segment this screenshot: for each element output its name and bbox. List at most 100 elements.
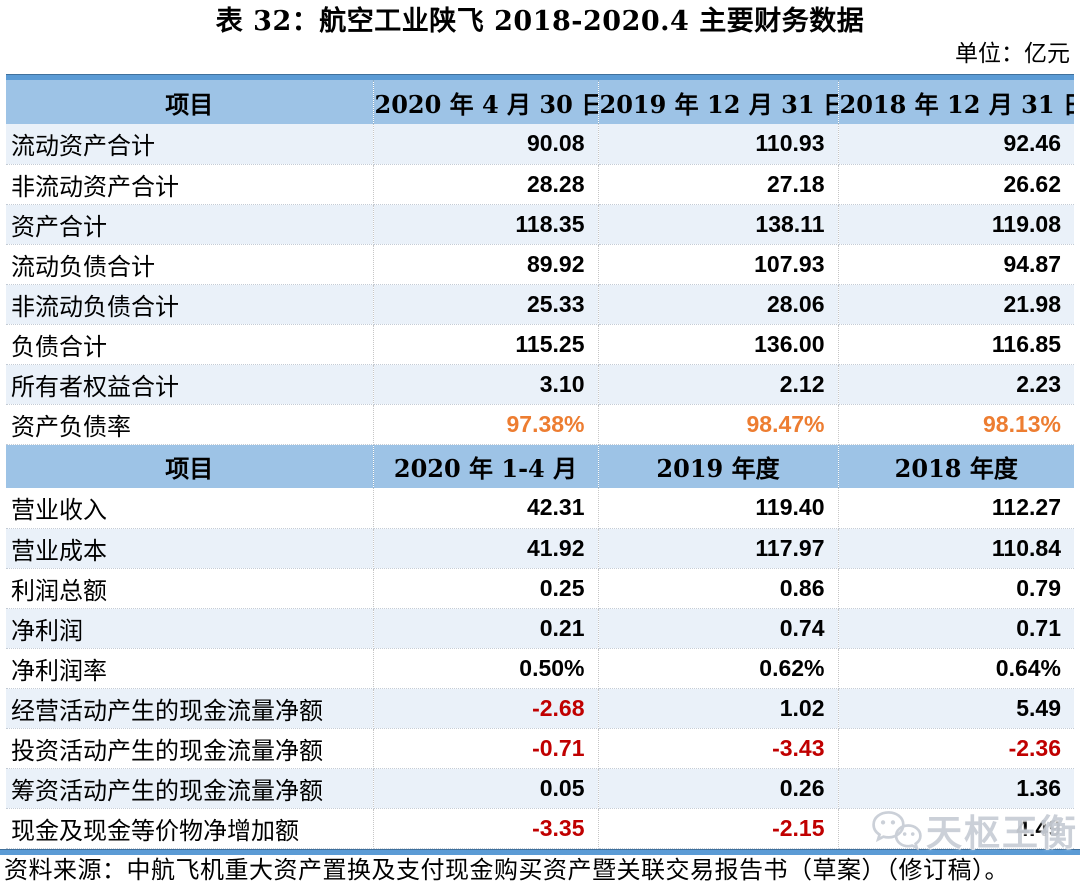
header-cell-period: 2019 年 12 月 31 日 [598, 80, 839, 124]
value-cell: 4.49 [838, 808, 1074, 849]
table-row: 流动资产合计 90.08 110.93 92.46 [6, 124, 1074, 165]
value-cell: 110.93 [598, 124, 839, 165]
value-cell: 0.74 [598, 608, 839, 649]
value-cell: 42.31 [373, 488, 599, 529]
value-cell: 98.13% [838, 404, 1074, 445]
value-cell: 0.50% [373, 648, 599, 689]
value-cell: -2.15 [598, 808, 839, 849]
value-cell: 90.08 [373, 124, 599, 165]
row-label: 净利润 [6, 608, 374, 649]
table-row: 投资活动产生的现金流量净额 -0.71 -3.43 -2.36 [6, 728, 1074, 769]
row-label: 经营活动产生的现金流量净额 [6, 688, 374, 729]
table-row: 非流动资产合计 28.28 27.18 26.62 [6, 164, 1074, 205]
value-cell: 107.93 [598, 244, 839, 285]
financial-table: 项目 2020 年 4 月 30 日 2019 年 12 月 31 日 2018 年 … [6, 80, 1074, 849]
table-row: 利润总额 0.25 0.86 0.79 [6, 568, 1074, 609]
value-cell: 0.86 [598, 568, 839, 609]
value-cell: 0.71 [838, 608, 1074, 649]
table-row: 净利润率 0.50% 0.62% 0.64% [6, 648, 1074, 689]
header-cell-period: 2018 年度 [838, 444, 1074, 488]
value-cell: 0.21 [373, 608, 599, 649]
source-note: 资料来源：中航飞机重大资产置换及支付现金购买资产暨关联交易报告书（草案）（修订稿… [4, 855, 1009, 884]
row-label: 资产合计 [6, 204, 374, 245]
row-label: 负债合计 [6, 324, 374, 365]
value-cell: 28.28 [373, 164, 599, 205]
value-cell: 119.08 [838, 204, 1074, 245]
value-cell: 136.00 [598, 324, 839, 365]
value-cell: -2.36 [838, 728, 1074, 769]
row-label: 所有者权益合计 [6, 364, 374, 405]
row-label: 营业成本 [6, 528, 374, 569]
value-cell: 1.02 [598, 688, 839, 729]
table-bottom-rule [0, 848, 1080, 855]
value-cell: 118.35 [373, 204, 599, 245]
value-cell: 119.40 [598, 488, 839, 529]
value-cell: 2.23 [838, 364, 1074, 405]
value-cell: 0.64% [838, 648, 1074, 689]
table-row: 营业成本 41.92 117.97 110.84 [6, 528, 1074, 569]
value-cell: 41.92 [373, 528, 599, 569]
row-label: 流动资产合计 [6, 124, 374, 165]
value-cell: 116.85 [838, 324, 1074, 365]
value-cell: -0.71 [373, 728, 599, 769]
table-row: 负债合计 115.25 136.00 116.85 [6, 324, 1074, 365]
value-cell: 28.06 [598, 284, 839, 325]
header-cell-period: 2020 年 1-4 月 [373, 444, 599, 488]
row-label: 流动负债合计 [6, 244, 374, 285]
value-cell: 0.05 [373, 768, 599, 809]
table-row: 所有者权益合计 3.10 2.12 2.23 [6, 364, 1074, 405]
table-row: 非流动负债合计 25.33 28.06 21.98 [6, 284, 1074, 325]
value-cell: 1.36 [838, 768, 1074, 809]
value-cell: 0.62% [598, 648, 839, 689]
value-cell: 138.11 [598, 204, 839, 245]
table-row: 经营活动产生的现金流量净额 -2.68 1.02 5.49 [6, 688, 1074, 729]
row-label: 营业收入 [6, 488, 374, 529]
value-cell: 94.87 [838, 244, 1074, 285]
header-cell-item: 项目 [6, 80, 374, 124]
value-cell: 97.38% [373, 404, 599, 445]
table-row: 资产合计 118.35 138.11 119.08 [6, 204, 1074, 245]
row-label: 现金及现金等价物净增加额 [6, 808, 374, 849]
row-label: 资产负债率 [6, 404, 374, 445]
unit-note: 单位：亿元 [955, 41, 1070, 67]
value-cell: 3.10 [373, 364, 599, 405]
value-cell: 5.49 [838, 688, 1074, 729]
value-cell: -3.35 [373, 808, 599, 849]
row-label: 筹资活动产生的现金流量净额 [6, 768, 374, 809]
value-cell: 2.12 [598, 364, 839, 405]
value-cell: 0.25 [373, 568, 599, 609]
page-title: 表 32：航空工业陕飞 2018-2020.4 主要财务数据 [215, 6, 865, 37]
row-label: 利润总额 [6, 568, 374, 609]
value-cell: -2.68 [373, 688, 599, 729]
table-row: 筹资活动产生的现金流量净额 0.05 0.26 1.36 [6, 768, 1074, 809]
row-label: 投资活动产生的现金流量净额 [6, 728, 374, 769]
table-row: 营业收入 42.31 119.40 112.27 [6, 488, 1074, 529]
table-header-row: 项目 2020 年 4 月 30 日 2019 年 12 月 31 日 2018 年 … [6, 80, 1074, 124]
value-cell: 27.18 [598, 164, 839, 205]
table-row: 流动负债合计 89.92 107.93 94.87 [6, 244, 1074, 285]
value-cell: 98.47% [598, 404, 839, 445]
table-row: 资产负债率 97.38% 98.47% 98.13% [6, 404, 1074, 445]
value-cell: 25.33 [373, 284, 599, 325]
table-row: 现金及现金等价物净增加额 -3.35 -2.15 4.49 [6, 808, 1074, 849]
value-cell: 110.84 [838, 528, 1074, 569]
header-cell-period: 2019 年度 [598, 444, 839, 488]
value-cell: 26.62 [838, 164, 1074, 205]
value-cell: 115.25 [373, 324, 599, 365]
header-cell-period: 2020 年 4 月 30 日 [373, 80, 599, 124]
header-cell-item: 项目 [6, 444, 374, 488]
value-cell: 0.79 [838, 568, 1074, 609]
row-label: 净利润率 [6, 648, 374, 689]
row-label: 非流动负债合计 [6, 284, 374, 325]
value-cell: 21.98 [838, 284, 1074, 325]
value-cell: 89.92 [373, 244, 599, 285]
value-cell: 92.46 [838, 124, 1074, 165]
header-cell-period: 2018 年 12 月 31 日 [838, 80, 1074, 124]
table-top-rule [6, 74, 1074, 80]
table-header-row: 项目 2020 年 1-4 月 2019 年度 2018 年度 [6, 444, 1074, 488]
table-row: 净利润 0.21 0.74 0.71 [6, 608, 1074, 649]
value-cell: 117.97 [598, 528, 839, 569]
value-cell: 0.26 [598, 768, 839, 809]
value-cell: 112.27 [838, 488, 1074, 529]
value-cell: -3.43 [598, 728, 839, 769]
